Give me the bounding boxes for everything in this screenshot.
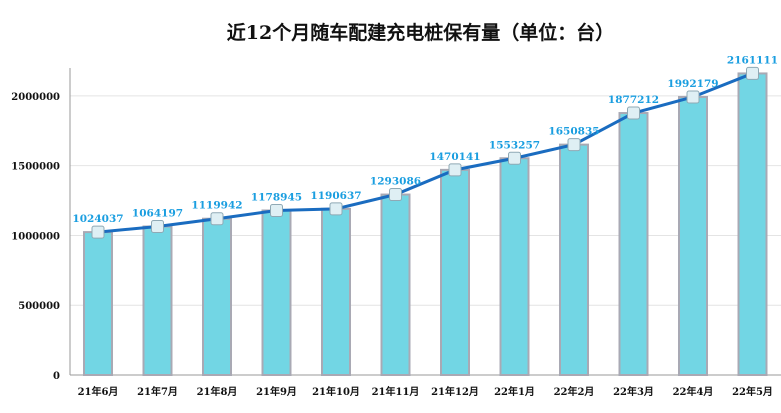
- line-marker: [329, 202, 343, 216]
- x-tick-label: 21年10月: [312, 385, 360, 398]
- data-label: 1650835: [548, 126, 599, 138]
- bar: [83, 231, 113, 376]
- x-tick-label: 22年5月: [732, 385, 773, 398]
- x-tick-label: 22年3月: [613, 385, 654, 398]
- line-marker: [91, 225, 105, 239]
- data-label: 1178945: [251, 191, 302, 203]
- x-tick-label: 21年12月: [431, 385, 479, 398]
- y-tick-label: 1500000: [11, 162, 60, 173]
- x-tick-label: 22年4月: [673, 385, 714, 398]
- line-marker: [686, 90, 700, 104]
- data-label: 1119942: [191, 200, 242, 212]
- line-marker: [567, 138, 581, 152]
- y-tick-label: 1000000: [11, 231, 60, 242]
- bar: [499, 157, 530, 376]
- data-label: 1293086: [370, 176, 421, 188]
- bar: [559, 143, 589, 376]
- line-marker: [746, 66, 759, 80]
- x-tick-label: 21年9月: [256, 385, 297, 398]
- data-label: 1190637: [310, 190, 361, 202]
- line-marker: [151, 219, 164, 233]
- x-tick-label: 22年2月: [554, 385, 595, 398]
- bar: [678, 96, 708, 376]
- line-marker: [210, 212, 224, 226]
- x-tick-label: 22年1月: [494, 385, 535, 398]
- data-label: 1992179: [667, 78, 718, 90]
- data-label: 1064197: [132, 207, 183, 219]
- data-label: 1877212: [608, 94, 659, 106]
- bar: [618, 112, 649, 376]
- line-marker: [508, 151, 521, 165]
- data-label: 1024037: [72, 213, 123, 225]
- y-tick-label: 0: [53, 371, 60, 382]
- chart-title: 近12个月随车配建充电桩保有量（单位：台）: [226, 22, 615, 44]
- line-marker: [389, 188, 402, 202]
- data-label: 1470141: [429, 151, 480, 163]
- x-tick-label: 21年6月: [78, 385, 119, 398]
- bar: [321, 207, 351, 376]
- x-tick-label: 21年11月: [372, 385, 420, 398]
- bar: [737, 72, 768, 376]
- data-label: 1553257: [489, 139, 540, 151]
- y-tick-label: 2000000: [11, 92, 60, 103]
- line-marker: [627, 106, 640, 120]
- data-label: 2161111: [727, 54, 778, 66]
- bar: [142, 225, 173, 376]
- bar: [380, 193, 411, 376]
- y-tick-label: 500000: [18, 301, 60, 312]
- bar: [261, 209, 292, 376]
- bar: [440, 168, 470, 376]
- series-line: [97, 72, 754, 234]
- x-tick-label: 21年8月: [197, 385, 238, 398]
- line-marker: [270, 203, 283, 217]
- line-marker: [448, 163, 462, 177]
- bar: [202, 217, 232, 376]
- x-tick-label: 21年7月: [137, 385, 178, 398]
